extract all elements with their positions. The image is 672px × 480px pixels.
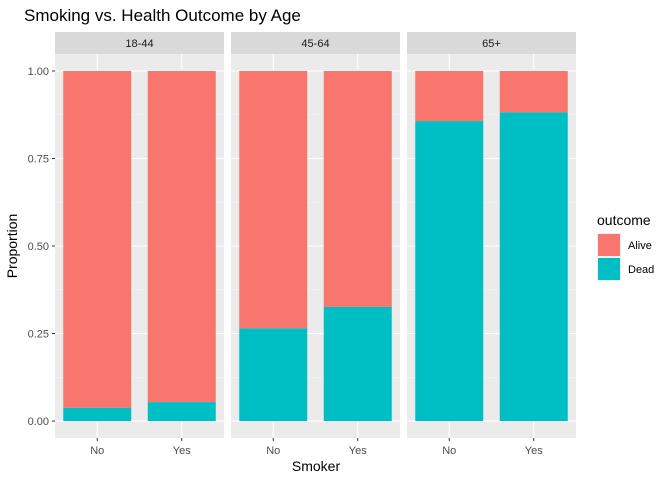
bar-alive-no (63, 71, 132, 408)
legend-title: outcome (597, 212, 651, 228)
facet-strip-label: 45-64 (301, 38, 329, 50)
chart-title: Smoking vs. Health Outcome by Age (24, 6, 301, 25)
x-tick-label: No (90, 445, 104, 457)
x-axis-title: Smoker (292, 458, 341, 474)
bar-dead-yes (323, 306, 392, 421)
y-tick-label: 0.75 (28, 154, 49, 166)
y-tick-label: 1.00 (28, 66, 49, 78)
bar-dead-no (239, 328, 308, 421)
bar-alive-yes (147, 71, 216, 403)
facet-strip (231, 32, 400, 54)
x-tick-label: Yes (349, 445, 367, 457)
legend: outcome Alive Dead (597, 212, 654, 281)
x-tick-label: Yes (525, 445, 543, 457)
bar-dead-yes (147, 402, 216, 421)
bar-alive-yes (499, 71, 568, 113)
x-tick-label: Yes (173, 445, 191, 457)
facet-strip (407, 32, 576, 54)
facet-panel-1: 45-64 No Yes (231, 32, 400, 457)
facet-strip (55, 32, 224, 54)
facet-panels: 18-44 No Yes 45-64 No Yes 65+ No Yes (55, 32, 576, 457)
x-tick-label: No (442, 445, 456, 457)
bar-dead-no (63, 407, 132, 421)
legend-key-dead (598, 258, 620, 280)
bar-alive-no (415, 71, 484, 122)
legend-key-alive (598, 234, 620, 256)
y-axis: 0.00 0.25 0.50 0.75 1.00 (28, 66, 55, 428)
y-axis-title: Proportion (4, 214, 20, 279)
bar-alive-no (239, 71, 308, 329)
bar-dead-yes (499, 112, 568, 422)
facet-panel-2: 65+ No Yes (407, 32, 576, 457)
legend-label-alive: Alive (628, 240, 652, 252)
bar-dead-no (415, 121, 484, 422)
x-tick-label: No (266, 445, 280, 457)
facet-strip-label: 65+ (482, 38, 501, 50)
y-tick-label: 0.00 (28, 416, 49, 428)
y-tick-label: 0.50 (28, 241, 49, 253)
bar-alive-yes (323, 71, 392, 307)
facet-strip-label: 18-44 (125, 38, 153, 50)
y-tick-label: 0.25 (28, 329, 49, 341)
legend-label-dead: Dead (628, 264, 654, 276)
facet-panel-0: 18-44 No Yes (55, 32, 224, 457)
